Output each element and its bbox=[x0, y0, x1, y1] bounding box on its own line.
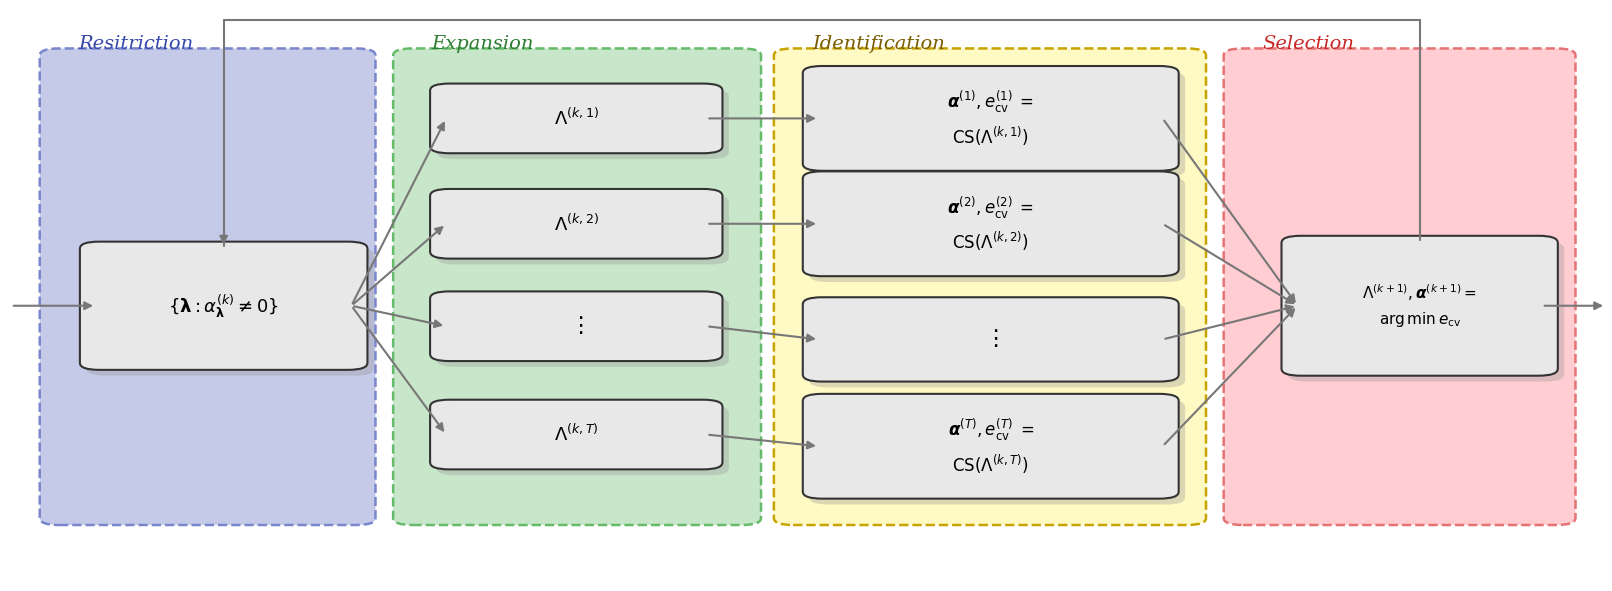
FancyBboxPatch shape bbox=[803, 66, 1178, 171]
FancyBboxPatch shape bbox=[803, 297, 1178, 382]
FancyBboxPatch shape bbox=[430, 189, 722, 259]
Text: $\boldsymbol{\alpha}^{(1)}, e_{\mathrm{cv}}^{(1)}\;=$
$\mathrm{CS}(\Lambda^{(k,1: $\boldsymbol{\alpha}^{(1)}, e_{\mathrm{c… bbox=[948, 89, 1035, 148]
FancyBboxPatch shape bbox=[437, 405, 729, 475]
FancyBboxPatch shape bbox=[774, 48, 1206, 525]
Text: $\Lambda^{(k,T)}$: $\Lambda^{(k,T)}$ bbox=[555, 424, 598, 445]
Text: Selection: Selection bbox=[1262, 34, 1354, 53]
Text: Identification: Identification bbox=[812, 34, 945, 53]
FancyBboxPatch shape bbox=[1288, 242, 1564, 382]
FancyBboxPatch shape bbox=[430, 291, 722, 361]
FancyBboxPatch shape bbox=[803, 394, 1178, 499]
FancyBboxPatch shape bbox=[437, 195, 729, 264]
FancyBboxPatch shape bbox=[1224, 48, 1575, 525]
Text: Resitriction: Resitriction bbox=[79, 34, 193, 53]
Text: $\vdots$: $\vdots$ bbox=[569, 315, 584, 337]
FancyBboxPatch shape bbox=[430, 83, 722, 153]
FancyBboxPatch shape bbox=[437, 297, 729, 367]
FancyBboxPatch shape bbox=[1282, 236, 1557, 376]
Text: $\Lambda^{(k+1)}, \boldsymbol{\alpha}^{(k+1)} =$
$\arg\min\, e_{\mathrm{cv}}$: $\Lambda^{(k+1)}, \boldsymbol{\alpha}^{(… bbox=[1362, 282, 1477, 329]
FancyBboxPatch shape bbox=[40, 48, 376, 525]
Text: $\boldsymbol{\alpha}^{(T)}, e_{\mathrm{cv}}^{(T)}\;=$
$\mathrm{CS}(\Lambda^{(k,T: $\boldsymbol{\alpha}^{(T)}, e_{\mathrm{c… bbox=[948, 417, 1033, 476]
FancyBboxPatch shape bbox=[809, 177, 1185, 282]
FancyBboxPatch shape bbox=[809, 400, 1185, 505]
Text: Expansion: Expansion bbox=[432, 34, 534, 53]
Text: $\Lambda^{(k,2)}$: $\Lambda^{(k,2)}$ bbox=[555, 213, 598, 235]
FancyBboxPatch shape bbox=[430, 400, 722, 469]
FancyBboxPatch shape bbox=[81, 242, 368, 370]
Text: $\vdots$: $\vdots$ bbox=[983, 329, 998, 350]
Text: $\{\boldsymbol{\lambda} : \alpha_{\boldsymbol{\lambda}}^{(k)} \neq 0\}$: $\{\boldsymbol{\lambda} : \alpha_{\bolds… bbox=[168, 292, 279, 320]
FancyBboxPatch shape bbox=[809, 72, 1185, 177]
Text: $\boldsymbol{\alpha}^{(2)}, e_{\mathrm{cv}}^{(2)}\;=$
$\mathrm{CS}(\Lambda^{(k,2: $\boldsymbol{\alpha}^{(2)}, e_{\mathrm{c… bbox=[948, 194, 1035, 253]
FancyBboxPatch shape bbox=[803, 171, 1178, 276]
FancyBboxPatch shape bbox=[393, 48, 761, 525]
Text: $\Lambda^{(k,1)}$: $\Lambda^{(k,1)}$ bbox=[555, 108, 598, 129]
FancyBboxPatch shape bbox=[437, 89, 729, 159]
FancyBboxPatch shape bbox=[87, 248, 374, 376]
FancyBboxPatch shape bbox=[809, 303, 1185, 388]
